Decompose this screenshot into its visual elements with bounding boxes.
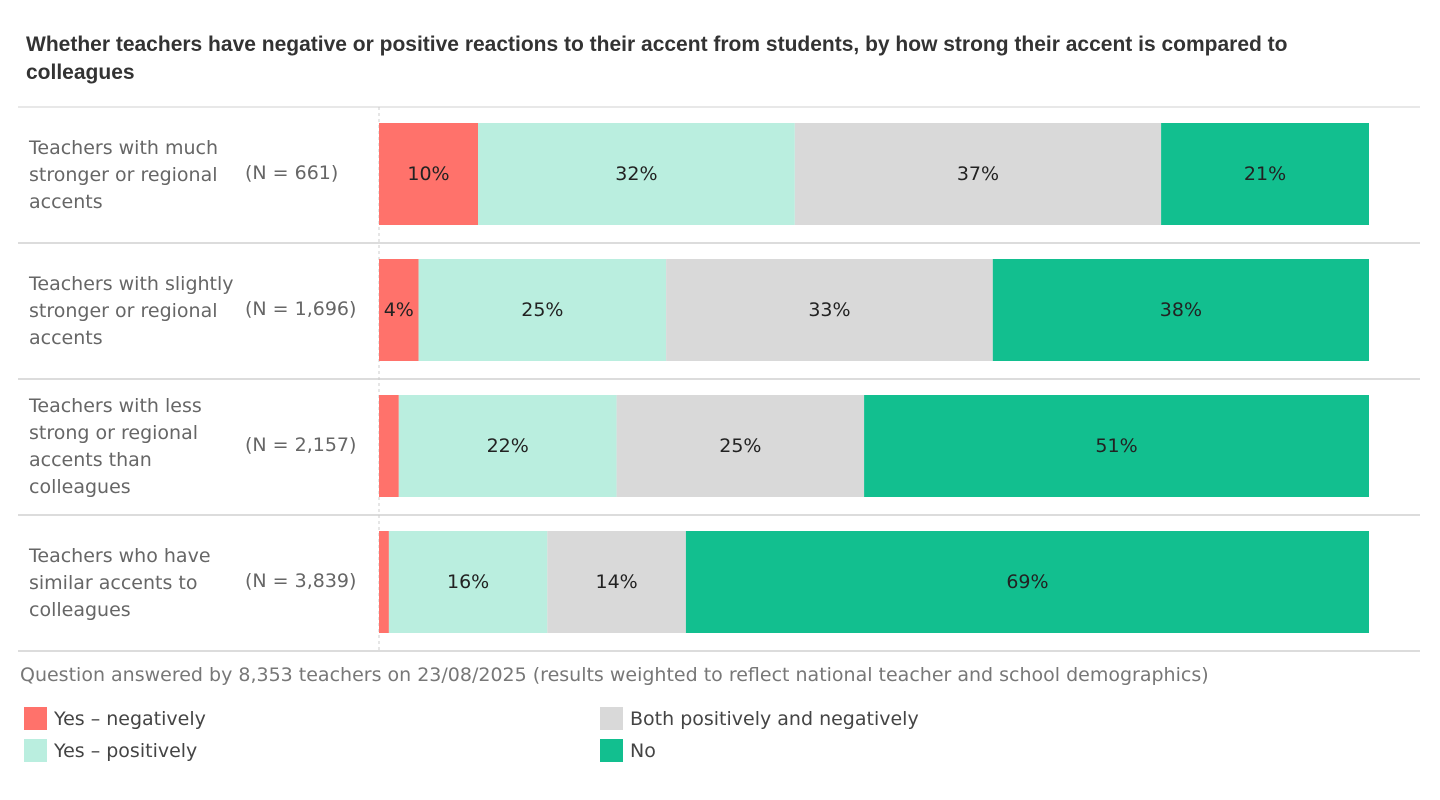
- data-label: 32%: [615, 163, 658, 185]
- legend-swatch: [600, 739, 623, 762]
- bar-segment: [379, 123, 478, 225]
- bar-segment: [398, 395, 617, 497]
- data-label: 10%: [407, 163, 450, 185]
- data-label: 37%: [956, 163, 1000, 185]
- legend-swatch: [600, 707, 623, 730]
- bar-segment: [864, 395, 1369, 497]
- bar-segment: [616, 395, 865, 497]
- data-label: 14%: [595, 571, 638, 593]
- category-n-label: (N = 661): [245, 162, 339, 184]
- legend-item: Yes – positively: [24, 739, 197, 762]
- bar-segment: [992, 259, 1369, 361]
- bar-segment: [666, 259, 993, 361]
- data-label: 38%: [1159, 299, 1203, 321]
- bar-segment: [794, 123, 1162, 225]
- data-label: 4%: [383, 299, 414, 321]
- bar-segment: [418, 259, 667, 361]
- category-label: Teachers who have similar accents to col…: [29, 544, 211, 621]
- data-label: 25%: [521, 299, 564, 321]
- bar-segment: [685, 531, 1369, 633]
- bar-segment: [379, 395, 399, 497]
- category-label: Teachers with much stronger or regional …: [29, 136, 219, 213]
- category-label: Teachers with slightly stronger or regio…: [29, 272, 234, 349]
- legend-label: No: [630, 739, 656, 762]
- legend-label: Yes – negatively: [54, 707, 206, 730]
- data-label: 22%: [486, 435, 529, 457]
- legend-item: Both positively and negatively: [600, 707, 919, 730]
- footnote: Question answered by 8,353 teachers on 2…: [20, 664, 1209, 686]
- legend-item: Yes – negatively: [24, 707, 206, 730]
- legend-label: Both positively and negatively: [630, 707, 919, 730]
- category-label: Teachers with less strong or regional ac…: [29, 395, 202, 498]
- bar-segment: [478, 123, 795, 225]
- category-n-label: (N = 3,839): [245, 570, 357, 592]
- data-label: 25%: [719, 435, 762, 457]
- category-n-label: (N = 1,696): [245, 298, 357, 320]
- data-label: 21%: [1243, 163, 1287, 185]
- bar-segment: [379, 259, 419, 361]
- bar-segment: [547, 531, 686, 633]
- legend-label: Yes – positively: [54, 739, 198, 762]
- data-label: 16%: [446, 571, 490, 593]
- data-label: 69%: [1006, 571, 1049, 593]
- legend-item: No: [600, 739, 656, 762]
- legend-swatch: [24, 707, 47, 730]
- data-label: 33%: [808, 299, 851, 321]
- chart-title: Whether teachers have negative or positi…: [26, 33, 1288, 84]
- category-n-label: (N = 2,157): [245, 434, 357, 456]
- bar-segment: [388, 531, 548, 633]
- legend-swatch: [24, 739, 47, 762]
- bar-segment: [1161, 123, 1369, 225]
- data-label: 51%: [1095, 435, 1138, 457]
- bar-segment: [379, 531, 389, 633]
